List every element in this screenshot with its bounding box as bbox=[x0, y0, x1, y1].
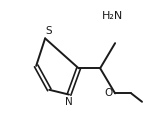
Text: S: S bbox=[45, 26, 52, 36]
Text: N: N bbox=[65, 97, 73, 107]
Text: H₂N: H₂N bbox=[102, 11, 123, 21]
Text: O: O bbox=[104, 88, 113, 98]
